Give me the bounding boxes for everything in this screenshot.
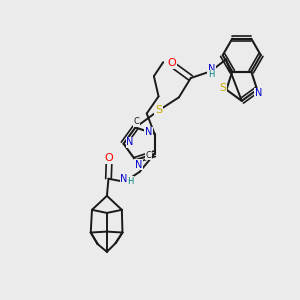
Text: C: C [134,117,140,126]
Text: O: O [105,153,113,163]
Text: C: C [146,151,151,160]
Text: H: H [127,177,134,186]
Text: H: H [208,70,215,80]
Text: N: N [145,127,152,137]
Text: N: N [120,174,128,184]
Text: N: N [126,137,134,147]
Text: O: O [168,58,176,68]
Text: S: S [219,83,226,93]
Text: N: N [255,88,262,98]
Text: N: N [135,160,142,170]
Text: S: S [155,105,162,116]
Text: N: N [208,64,215,74]
